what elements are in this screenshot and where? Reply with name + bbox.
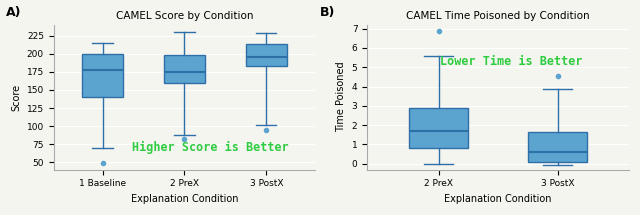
Text: Lower Time is Better: Lower Time is Better — [440, 55, 583, 68]
PathPatch shape — [83, 54, 123, 97]
X-axis label: Explanation Condition: Explanation Condition — [131, 194, 238, 204]
PathPatch shape — [164, 55, 205, 83]
X-axis label: Explanation Condition: Explanation Condition — [444, 194, 552, 204]
Title: CAMEL Score by Condition: CAMEL Score by Condition — [116, 11, 253, 21]
PathPatch shape — [528, 132, 588, 162]
Text: Higher Score is Better: Higher Score is Better — [132, 141, 289, 154]
Y-axis label: Score: Score — [11, 84, 21, 111]
Title: CAMEL Time Poisoned by Condition: CAMEL Time Poisoned by Condition — [406, 11, 590, 21]
PathPatch shape — [409, 108, 468, 148]
Text: B): B) — [320, 6, 335, 19]
Text: A): A) — [6, 6, 22, 19]
Y-axis label: Time Poisoned: Time Poisoned — [336, 62, 346, 132]
PathPatch shape — [246, 44, 287, 66]
